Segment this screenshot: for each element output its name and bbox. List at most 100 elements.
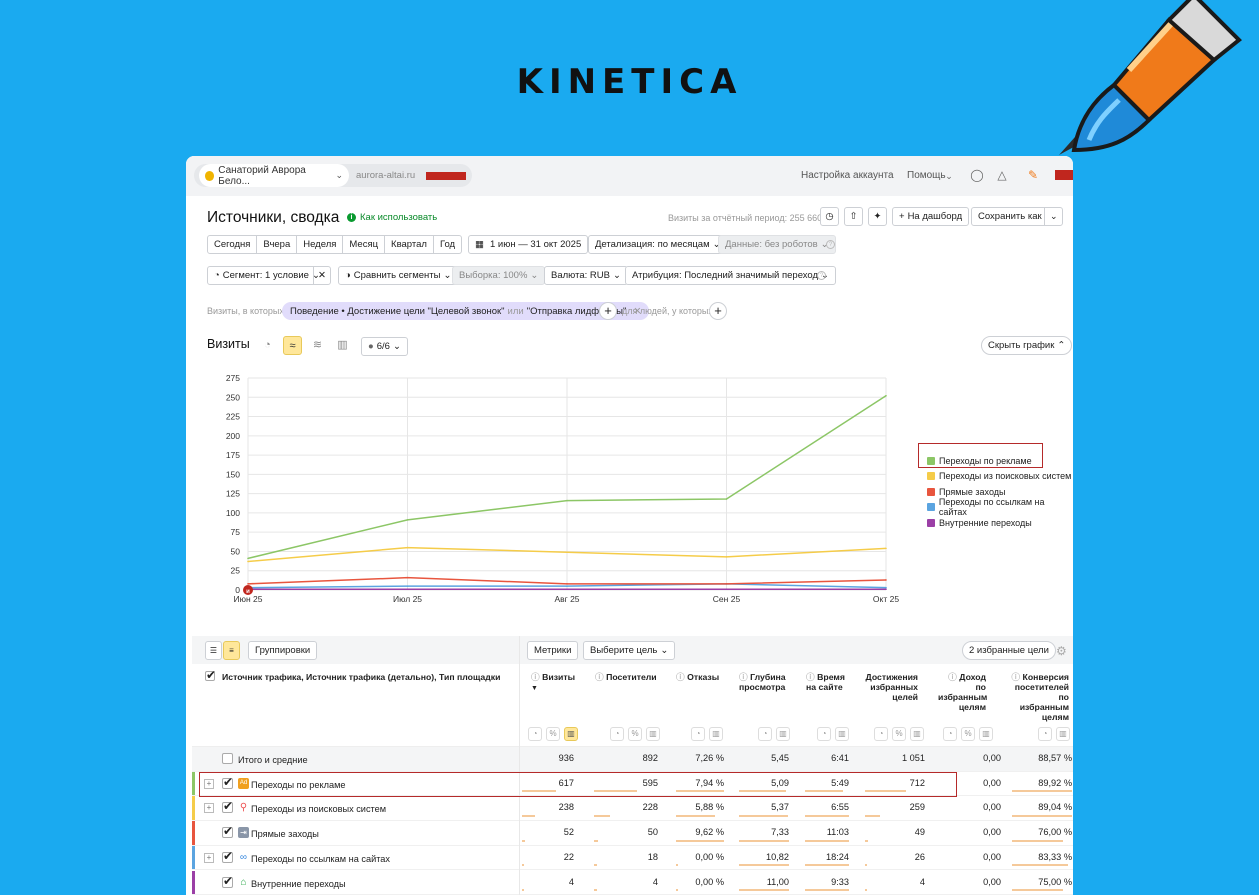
add-to-dashboard-button[interactable]: + На дашборд [892, 207, 970, 226]
row-name[interactable]: Прямые заходы [251, 829, 319, 840]
row-name[interactable]: Внутренние переходы [251, 878, 346, 889]
period-year[interactable]: Год [433, 235, 463, 254]
metrics-button[interactable]: Метрики [527, 641, 579, 660]
legend-item[interactable]: Внутренние переходы [927, 515, 1073, 531]
col-time[interactable]: ⓘ Время на сайте [806, 672, 851, 692]
sample-dropdown[interactable]: Выборка: 100% ⌄ [452, 266, 546, 285]
table-row[interactable]: ⌂ Внутренние переходы 4 4 0,00 % 11,00 9:33 4 0,… [192, 870, 1073, 895]
col-goal-reaches[interactable]: Достижения избранных целей [865, 672, 918, 702]
percent-icon[interactable]: % [628, 727, 642, 741]
pie-icon[interactable]: ◔ [817, 727, 831, 741]
help-icon[interactable]: ? [817, 271, 826, 280]
segment-button[interactable]: ◔ Сегмент: 1 условие ⌄ ✕ [207, 266, 331, 285]
gear-icon[interactable]: ⚙ [1056, 644, 1067, 658]
table-row[interactable]: ⇥Прямые заходы 52 50 9,62 % 7,33 11:03 49 0,00 7… [192, 821, 1073, 846]
hide-chart-button[interactable]: Скрыть график ⌃ [981, 336, 1073, 355]
pie-icon[interactable]: ◔ [691, 727, 705, 741]
compare-segments-button[interactable]: ◑ Сравнить сегменты ⌄ [338, 266, 459, 285]
choose-goal-dropdown[interactable]: Выберите цель ⌄ [583, 641, 676, 660]
col-visitors[interactable]: ⓘ Посетители [595, 672, 665, 682]
legend-checkbox[interactable] [927, 518, 935, 527]
col-depth[interactable]: ⓘ Глубина просмотра [739, 672, 793, 692]
help-link[interactable]: Помощь [907, 170, 946, 181]
site-selector[interactable]: Санаторий Аврора Бело... ⌄ aurora-altai.… [194, 164, 472, 187]
period-today[interactable]: Сегодня [207, 235, 258, 254]
row-checkbox[interactable] [222, 753, 233, 764]
pie-icon[interactable]: ◔ [1038, 727, 1052, 741]
date-range-picker[interactable]: ▦ 1 июн — 31 окт 2025 [468, 235, 589, 254]
col-visits[interactable]: ⓘ Визиты ▼ [531, 672, 581, 694]
percent-icon[interactable]: % [961, 727, 975, 741]
col-goal-revenue[interactable]: ⓘ Доход по избранным целям [938, 672, 987, 712]
chevron-down-icon[interactable]: ⌄ [1044, 208, 1058, 225]
pie-icon[interactable]: ◔ [943, 727, 957, 741]
condition-chip[interactable]: Поведение • Достижение цели "Целевой зво… [282, 302, 650, 320]
row-checkbox[interactable] [222, 849, 233, 863]
expand-icon[interactable]: + [204, 852, 214, 863]
legend-item[interactable]: Прямые заходы [927, 484, 1073, 500]
area-chart-icon[interactable]: ≋ [312, 339, 323, 351]
totals-row[interactable]: Итого и средние 936 892 7,26 % 5,45 6:41 1 051… [192, 747, 1073, 772]
period-yesterday[interactable]: Вчера [257, 235, 298, 254]
row-checkbox[interactable] [222, 874, 233, 888]
list-view-icon[interactable]: ☰ [205, 641, 222, 660]
bar-icon[interactable]: ▥ [564, 727, 578, 741]
avatar[interactable]: ✎ [1027, 168, 1039, 182]
groupings-button[interactable]: Группировки [248, 641, 318, 660]
legend-checkbox[interactable] [927, 487, 935, 496]
pie-chart-icon[interactable]: ◔ [264, 339, 271, 351]
site-url[interactable]: aurora-altai.ru [356, 170, 416, 181]
expand-icon[interactable]: + [204, 778, 214, 789]
table-row[interactable]: + ∞Переходы по ссылкам на сайтах 22 18 0,00 … [192, 845, 1073, 871]
attribution-dropdown[interactable]: Атрибуция: Последний значимый переход ⌄ [625, 266, 836, 285]
bar-icon[interactable]: ▥ [776, 727, 790, 741]
legend-checkbox[interactable] [927, 503, 935, 512]
close-icon[interactable]: ✕ [633, 305, 642, 317]
dimension-header[interactable]: Источник трафика, Источник трафика (дета… [222, 672, 501, 682]
add-people-condition-button[interactable]: + [709, 302, 727, 320]
chat-icon[interactable]: ◯ [970, 168, 984, 182]
pie-icon[interactable]: ◔ [528, 727, 542, 741]
history-button[interactable]: ◷ [820, 207, 839, 226]
bar-chart-icon[interactable]: ▥ [337, 339, 348, 351]
save-as-button[interactable]: Сохранить как ⌄ [971, 207, 1063, 226]
currency-dropdown[interactable]: Валюта: RUB ⌄ [544, 266, 628, 285]
export-button[interactable]: ⇧ [844, 207, 863, 226]
legend-item[interactable]: Переходы по рекламе [927, 453, 1073, 469]
line-chart-icon[interactable]: ≈ [283, 336, 302, 355]
site-name-dropdown[interactable]: Санаторий Аврора Бело... ⌄ [199, 164, 349, 187]
legend-item[interactable]: Переходы из поисковых систем [927, 469, 1073, 485]
ai-button[interactable]: ✦ [868, 207, 887, 226]
row-name[interactable]: Переходы по рекламе [251, 779, 346, 790]
row-name[interactable]: Переходы из поисковых систем [251, 804, 387, 815]
data-filter-dropdown[interactable]: Данные: без роботов ⌄ [718, 235, 836, 254]
favorite-goals-button[interactable]: 2 избранные цели [962, 641, 1056, 660]
account-settings-link[interactable]: Настройка аккаунта [801, 170, 894, 181]
bar-icon[interactable]: ▥ [835, 727, 849, 741]
pie-icon[interactable]: ◔ [874, 727, 888, 741]
close-icon[interactable]: ✕ [313, 267, 326, 284]
legend-item[interactable]: Переходы по ссылкам на сайтах [927, 497, 1073, 517]
bar-icon[interactable]: ▥ [979, 727, 993, 741]
period-week[interactable]: Неделя [297, 235, 344, 254]
table-row[interactable]: + ⚲Переходы из поисковых систем 238 228 5,88… [192, 796, 1073, 821]
bar-icon[interactable]: ▥ [646, 727, 660, 741]
row-checkbox[interactable] [222, 799, 233, 814]
bell-icon[interactable]: △ [997, 168, 1007, 182]
bar-icon[interactable]: ▥ [709, 727, 723, 741]
add-visit-condition-button[interactable]: + [599, 302, 617, 320]
detail-dropdown[interactable]: Детализация: по месяцам ⌄ [588, 235, 728, 254]
bar-icon[interactable]: ▥ [1056, 727, 1070, 741]
how-to-link[interactable]: i Как использовать [347, 212, 437, 223]
expand-icon[interactable]: + [204, 803, 214, 814]
legend-checkbox[interactable] [927, 472, 935, 481]
select-all-checkbox[interactable] [205, 668, 216, 682]
tree-view-icon[interactable]: ≡ [223, 641, 240, 660]
help-icon[interactable]: ? [826, 240, 835, 249]
row-checkbox[interactable] [222, 775, 233, 789]
bar-icon[interactable]: ▥ [910, 727, 924, 741]
series-count-dropdown[interactable]: ● 6/6 ⌄ [361, 337, 408, 356]
percent-icon[interactable]: % [546, 727, 560, 741]
pie-icon[interactable]: ◔ [610, 727, 624, 741]
